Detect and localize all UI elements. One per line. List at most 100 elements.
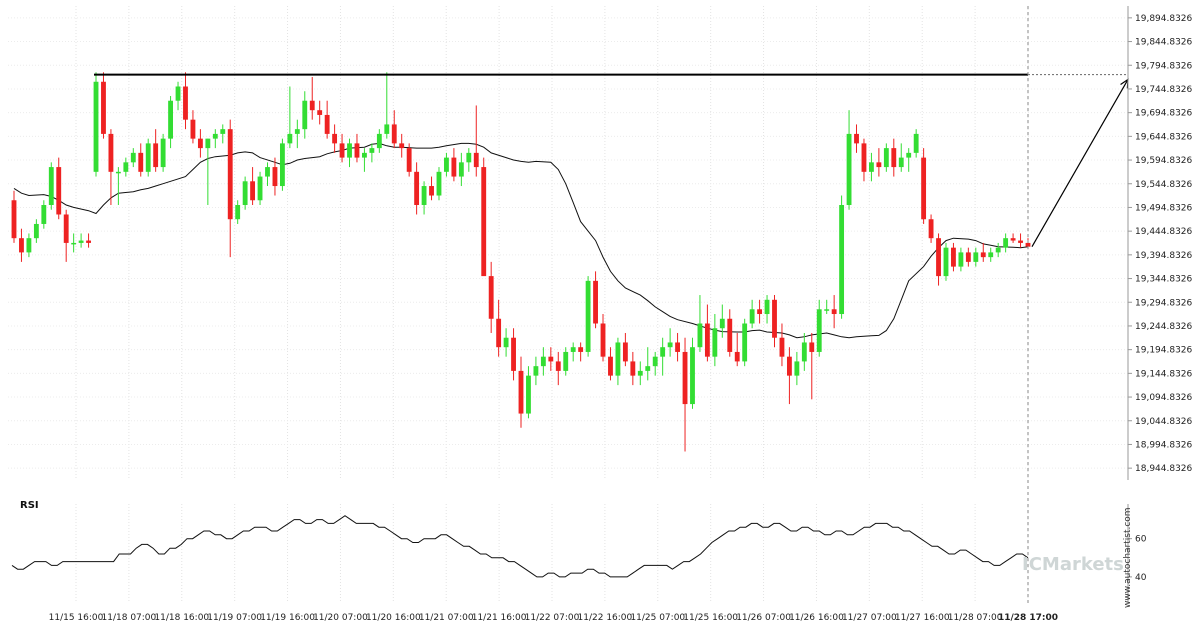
candle-up	[540, 356, 546, 367]
price-tick-label: 19,594.8326	[1135, 156, 1193, 166]
candle-up	[570, 347, 576, 352]
price-tick-label: 19,344.8326	[1135, 275, 1193, 285]
rsi-tick-label: 60	[1135, 535, 1147, 545]
candle-up	[794, 361, 800, 376]
candle-up	[212, 133, 218, 139]
candle-up	[712, 328, 718, 357]
candle-up	[719, 318, 725, 329]
candle-up	[667, 342, 673, 348]
candle-up	[824, 309, 830, 311]
x-tick-label: 11/20 16:00	[366, 613, 421, 623]
x-tick-label: 11/19 07:00	[207, 613, 262, 623]
candle-down	[928, 219, 934, 239]
candle-down	[86, 240, 91, 243]
candle-up	[257, 176, 263, 201]
brand-logo-text: ICMarkets	[1022, 554, 1124, 575]
candle-up	[369, 148, 375, 153]
candle-down	[757, 309, 763, 315]
x-tick-label: 11/28 07:00	[948, 613, 1003, 623]
candle-down	[951, 247, 956, 267]
rsi-line	[11, 515, 1029, 578]
candle-up	[883, 148, 889, 168]
candle-down	[779, 337, 785, 357]
candle-up	[115, 171, 121, 174]
candle-down	[451, 157, 457, 177]
x-tick-label: 11/26 16:00	[789, 613, 844, 623]
x-tick-label: 11/19 16:00	[260, 613, 315, 623]
candle-up	[943, 247, 949, 277]
price-tick-label: 19,744.8326	[1135, 85, 1193, 95]
price-tick-label: 19,444.8326	[1135, 227, 1193, 237]
candle-up	[645, 366, 651, 371]
price-tick-label: 19,044.8326	[1135, 417, 1193, 427]
candle-down	[190, 119, 196, 139]
price-tick-label: 18,944.8326	[1135, 464, 1193, 474]
candle-down	[727, 318, 733, 352]
levels-layer	[94, 73, 1129, 248]
candle-down	[734, 351, 740, 362]
candle-up	[436, 171, 442, 196]
candle-up	[1003, 238, 1009, 248]
candle-down	[138, 152, 144, 172]
candle-down	[108, 133, 114, 172]
candle-up	[526, 375, 531, 414]
candle-up	[749, 309, 755, 324]
x-tick-label: 11/25 07:00	[630, 613, 685, 623]
candle-up	[839, 205, 845, 315]
candle-down	[317, 110, 323, 115]
candle-up	[160, 138, 166, 168]
candle-up	[220, 129, 226, 134]
candle-down	[339, 143, 345, 158]
candle-down	[772, 299, 777, 338]
candle-up	[503, 337, 509, 348]
moving-average-layer	[13, 142, 1029, 339]
candle-down	[1025, 242, 1031, 247]
candle-up	[48, 167, 54, 206]
candle-up	[235, 205, 241, 220]
candle-up	[71, 242, 77, 245]
candle-up	[376, 133, 382, 149]
candle-up	[279, 143, 285, 187]
candle-down	[56, 167, 62, 215]
candle-up	[816, 309, 822, 352]
x-tick-label: 11/22 07:00	[525, 613, 580, 623]
price-tick-label: 19,694.8326	[1135, 109, 1193, 119]
candle-down	[19, 238, 24, 253]
price-tick-label: 19,844.8326	[1135, 38, 1193, 48]
x-tick-label: 11/15 16:00	[49, 613, 104, 623]
candle-up	[637, 370, 643, 376]
candle-down	[891, 148, 897, 168]
candle-down	[309, 100, 315, 111]
price-tick-label: 19,244.8326	[1135, 322, 1193, 332]
candle-down	[861, 143, 867, 172]
candle-up	[995, 247, 1001, 253]
candle-down	[391, 124, 397, 144]
candle-up	[898, 157, 904, 168]
candle-down	[227, 129, 233, 220]
candle-down	[406, 148, 412, 172]
candle-down	[250, 181, 256, 201]
candle-up	[869, 162, 874, 172]
candle-up	[988, 252, 994, 258]
x-tick-label: 11/27 07:00	[842, 613, 897, 623]
candle-up	[26, 238, 32, 253]
candle-up	[652, 356, 658, 367]
price-tick-label: 19,194.8326	[1135, 346, 1193, 356]
x-tick-label: 11/22 16:00	[578, 613, 633, 623]
candle-down	[272, 167, 278, 187]
candle-down	[1010, 238, 1016, 241]
candle-down	[197, 138, 203, 149]
candle-down	[578, 347, 584, 352]
candle-up	[764, 299, 770, 315]
candle-down	[1018, 240, 1023, 243]
candle-up	[294, 129, 300, 134]
candle-down	[153, 143, 159, 168]
candle-down	[682, 351, 688, 405]
price-tick-label: 19,494.8326	[1135, 203, 1193, 213]
candle-up	[906, 152, 912, 158]
rsi-layer	[11, 515, 1029, 578]
candle-down	[555, 361, 561, 371]
candle-up	[801, 342, 807, 362]
candle-up	[93, 81, 99, 172]
